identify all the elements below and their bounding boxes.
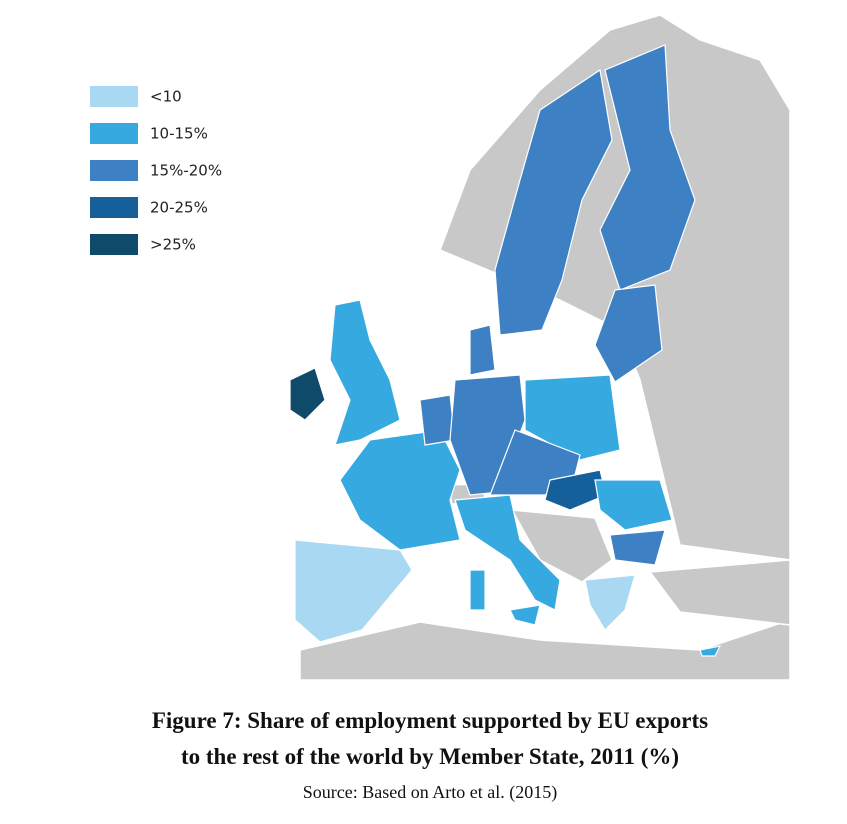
map — [289, 14, 791, 681]
legend-swatch — [90, 197, 138, 218]
ireland — [289, 367, 326, 421]
denmark — [469, 324, 496, 376]
france — [339, 429, 461, 551]
caption-title: to the rest of the world by Member State… — [181, 744, 679, 769]
legend-label: <10 — [150, 88, 182, 106]
balkans — [510, 509, 613, 583]
hungary — [544, 469, 607, 511]
greece — [584, 574, 636, 631]
cyprus — [699, 645, 722, 657]
caption-title: Figure 7: Share of employment supported … — [152, 708, 708, 733]
poland — [524, 374, 621, 461]
legend-swatch — [90, 234, 138, 255]
romania — [594, 479, 673, 531]
baltics — [594, 284, 663, 383]
turkey — [648, 559, 791, 626]
legend-label: >25% — [150, 236, 196, 254]
legend-label: 20-25% — [150, 199, 208, 217]
caption-source: Source: Based on Arto et al. (2015) — [303, 782, 557, 803]
legend: <10 10-15% 15%-20% 20-25% >25% — [90, 86, 222, 255]
legend-label: 15%-20% — [150, 162, 222, 180]
legend-swatch — [90, 86, 138, 107]
sweden — [494, 68, 613, 336]
legend-swatch — [90, 160, 138, 181]
legend-label: 10-15% — [150, 125, 208, 143]
legend-swatch — [90, 123, 138, 144]
sicily — [509, 604, 541, 626]
italy — [454, 494, 561, 611]
iberia — [294, 539, 413, 643]
finland — [599, 44, 696, 291]
sardinia — [469, 569, 486, 611]
bulgaria — [609, 529, 666, 566]
united-kingdom — [329, 299, 401, 446]
north-africa — [299, 618, 791, 681]
